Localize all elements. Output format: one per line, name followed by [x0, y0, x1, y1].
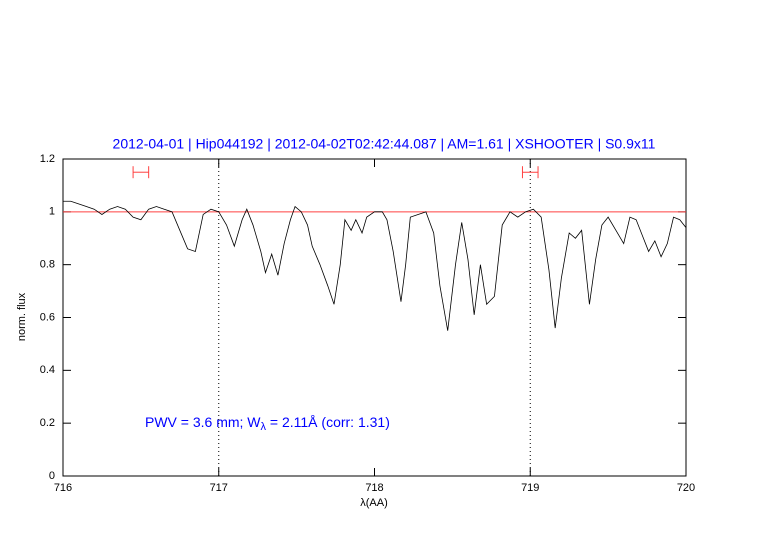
- annotation-text: = 2.11Å (corr: 1.31): [266, 414, 390, 430]
- annotation-text: PWV = 3.6 mm; W: [145, 414, 261, 430]
- x-tick-label: 719: [521, 482, 539, 494]
- x-axis-label: λ(AA): [360, 497, 388, 509]
- spectrum-line: [63, 200, 687, 331]
- y-tick-label: 0.6: [40, 311, 55, 323]
- y-tick-label: 0.8: [40, 259, 55, 271]
- y-tick-label: 0.2: [40, 417, 55, 429]
- interval-marker: [132, 166, 150, 179]
- y-axis-label: norm. flux: [16, 292, 28, 341]
- annotation: PWV = 3.6 mm; Wλ = 2.11Å (corr: 1.31): [145, 414, 390, 433]
- x-tick-label: 720: [677, 482, 695, 494]
- y-tick-label: 0.4: [40, 364, 55, 376]
- chart-title: 2012-04-01 | Hip044192 | 2012-04-02T02:4…: [113, 136, 656, 152]
- annotation-subscript: λ: [261, 421, 267, 433]
- x-tick-label: 718: [365, 482, 383, 494]
- y-tick-label: 1.2: [40, 153, 55, 165]
- interval-marker: [521, 166, 539, 179]
- y-tick-label: 1: [49, 206, 55, 218]
- y-tick-label: 0: [49, 470, 55, 482]
- x-tick-label: 717: [210, 482, 228, 494]
- x-tick-label: 716: [54, 482, 72, 494]
